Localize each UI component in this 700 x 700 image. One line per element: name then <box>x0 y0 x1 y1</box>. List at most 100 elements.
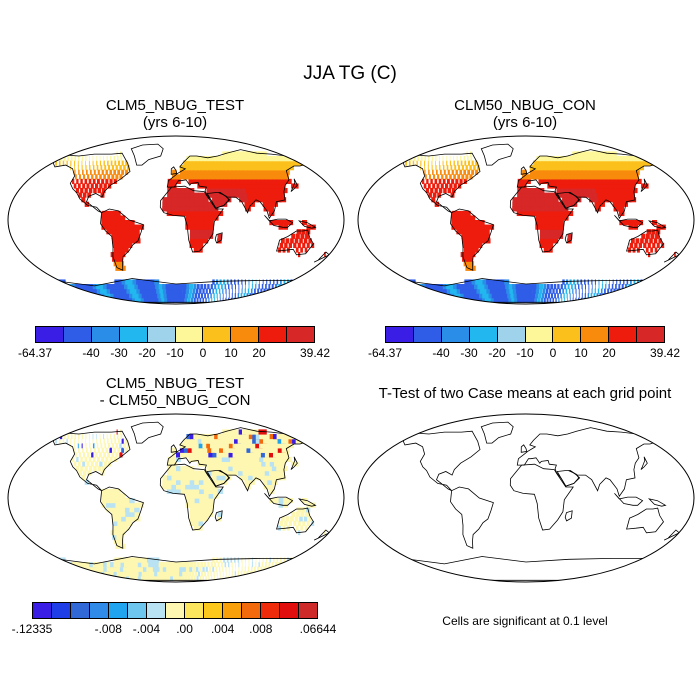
grid-cell <box>120 502 126 508</box>
grid-cell <box>223 465 230 472</box>
grid-cell <box>105 575 114 581</box>
grid-cell <box>101 498 107 504</box>
grid-cell <box>526 297 530 303</box>
grid-cell <box>51 284 62 290</box>
grid-cell <box>544 229 550 235</box>
grid-cell <box>162 197 168 203</box>
grid-cell <box>630 238 635 244</box>
grid-cell <box>238 456 245 463</box>
grid-cell <box>236 465 244 472</box>
grid-cell <box>208 511 214 517</box>
grid-cell <box>446 178 450 185</box>
grid-cell <box>70 566 80 572</box>
grid-cell <box>236 174 244 180</box>
grid-cell <box>285 288 289 294</box>
grid-cell <box>194 502 200 508</box>
grid-cell <box>136 288 143 294</box>
grid-cell <box>192 174 198 180</box>
colorbar-tick-label: 20 <box>602 346 616 360</box>
grid-cell <box>562 160 569 166</box>
grid-cell <box>446 155 447 162</box>
grid-cell <box>231 293 233 299</box>
grid-cell <box>539 288 543 294</box>
grid-cell <box>265 284 267 290</box>
grid-cell <box>173 297 177 303</box>
grid-cell <box>293 520 297 527</box>
grid-cell <box>455 178 459 185</box>
grid-cell <box>429 297 439 303</box>
grid-cell <box>225 293 227 299</box>
grid-cell <box>115 498 121 504</box>
grid-cell <box>106 220 112 226</box>
grid-cell <box>440 297 450 303</box>
grid-cell <box>162 284 167 290</box>
grid-cell <box>513 293 518 299</box>
grid-cell <box>602 174 610 180</box>
grid-cell <box>276 557 279 563</box>
grid-cell <box>227 183 234 189</box>
grid-cell <box>548 201 555 207</box>
grid-cell <box>482 293 489 299</box>
grid-cell <box>416 160 418 166</box>
grid-cell <box>101 187 106 194</box>
grid-cell <box>526 201 532 207</box>
grid-cell <box>225 165 232 171</box>
grid-cell <box>194 507 200 513</box>
grid-cell <box>117 155 119 162</box>
grid-cell <box>445 174 448 180</box>
grid-cell <box>521 178 527 185</box>
grid-cell <box>217 479 223 485</box>
grid-cell <box>101 220 107 226</box>
grid-cell <box>274 498 280 504</box>
grid-cell <box>167 187 173 194</box>
grid-cell <box>219 557 222 563</box>
grid-cell <box>521 201 527 207</box>
grid-cell <box>248 461 256 467</box>
grid-cell <box>297 520 301 527</box>
grid-cell <box>109 178 113 185</box>
grid-cell <box>121 557 129 563</box>
grid-cell <box>479 233 486 239</box>
grid-cell <box>189 192 195 198</box>
grid-cell <box>426 293 436 299</box>
grid-cell <box>449 160 452 166</box>
grid-cell <box>77 461 81 467</box>
grid-cell <box>305 233 309 239</box>
grid-cell <box>146 566 152 572</box>
grid-cell <box>254 187 261 194</box>
grid-cell <box>297 557 300 563</box>
grid-cell <box>208 566 211 572</box>
grid-cell <box>171 488 177 495</box>
grid-cell <box>213 210 219 217</box>
grid-cell <box>279 475 287 481</box>
grid-cell <box>239 183 247 189</box>
grid-cell <box>504 279 510 285</box>
grid-cell <box>536 155 542 162</box>
grid-cell <box>303 516 308 522</box>
grid-cell <box>88 465 93 472</box>
grid-cell <box>588 288 590 294</box>
grid-cell <box>82 293 92 299</box>
grid-cell <box>557 155 563 162</box>
grid-cell <box>424 165 425 171</box>
grid-cell <box>143 566 149 572</box>
grid-cell <box>600 288 603 294</box>
grid-cell <box>590 165 598 171</box>
grid-cell <box>611 284 614 290</box>
grid-cell <box>567 178 574 185</box>
coastline-madagascar <box>564 232 573 244</box>
colorbar-tick-label: 0 <box>549 346 557 360</box>
colorbar-tick-label: -10 <box>516 346 534 360</box>
grid-cell <box>572 293 574 299</box>
grid-cell <box>67 566 77 572</box>
grid-cell <box>543 192 550 198</box>
grid-cell <box>594 297 598 303</box>
grid-cell <box>595 187 603 194</box>
grid-cell <box>224 470 231 476</box>
grid-cell <box>457 160 459 166</box>
grid-cell <box>573 187 580 194</box>
grid-cell <box>213 571 215 577</box>
grid-cell <box>597 192 604 198</box>
grid-cell <box>596 169 604 175</box>
grid-cell <box>117 557 125 563</box>
